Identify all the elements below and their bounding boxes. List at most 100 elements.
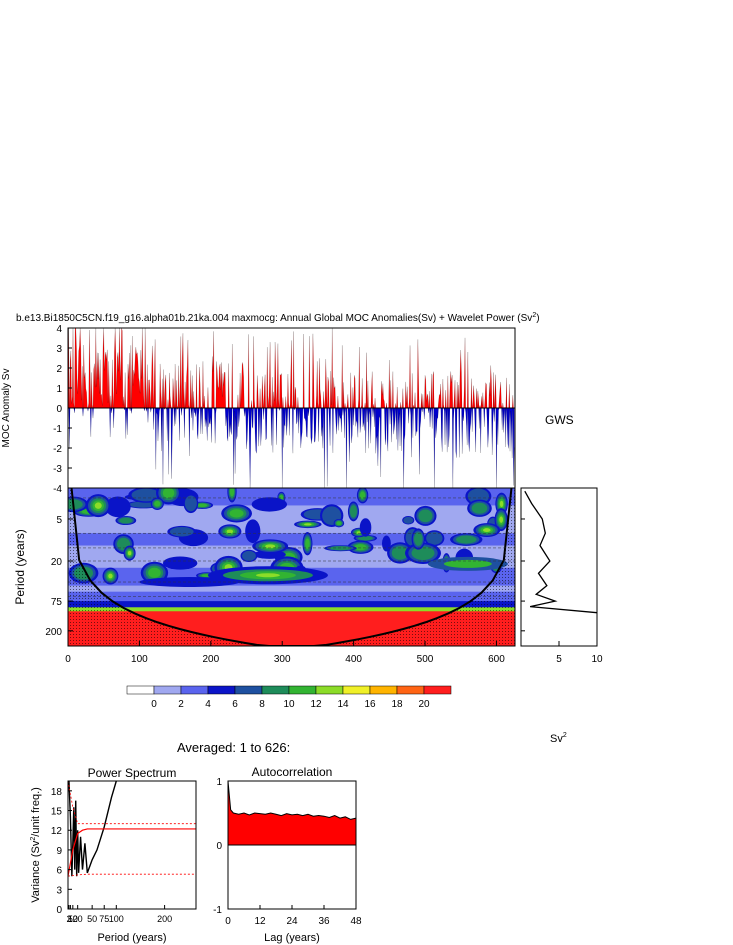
moc-ytick-label: 4 <box>56 324 62 335</box>
ps-xtick-label: 2 <box>66 914 71 924</box>
wavelet-power-blob <box>336 521 342 526</box>
ps-xtick-label: 5 <box>68 914 73 924</box>
wavelet-power-blob <box>411 546 435 561</box>
ps-xtick-label: 100 <box>109 914 124 924</box>
wavelet-power-panel: 5 20 75 200 0 100 200 300 400 500 600 <box>45 487 516 665</box>
power-spectrum-xlabel: Period (years) <box>97 932 166 944</box>
ac-ytick-label: 1 <box>216 777 222 788</box>
colorbar-label: 14 <box>337 699 349 710</box>
ps-ytick-label: 6 <box>56 866 62 877</box>
wavelet-power-blob <box>229 488 235 497</box>
wavelet-ytick-label: 200 <box>45 627 62 638</box>
wavelet-power-blob <box>403 516 414 524</box>
wavelet-power-blob <box>148 567 161 578</box>
moc-ytick-label: 3 <box>56 344 62 355</box>
colorbar-label: 18 <box>391 699 403 710</box>
wavelet-power-blob <box>359 518 372 537</box>
ac-xtick-label: 0 <box>225 916 231 927</box>
significance-line <box>68 873 196 877</box>
wavelet-power-blob <box>242 550 256 561</box>
colorbar-label: 10 <box>283 699 295 710</box>
ps-ytick-label: 12 <box>51 826 63 837</box>
wavelet-ylabel: Period (years) <box>13 529 27 604</box>
ac-ytick-label: -1 <box>213 905 222 916</box>
wavelet-xtick-label: 0 <box>65 654 71 665</box>
moc-ytick-label: -4 <box>53 484 62 495</box>
ps-ytick-label: 3 <box>56 885 62 896</box>
wavelet-power-blob <box>391 546 409 560</box>
wavelet-xtick-label: 300 <box>274 654 291 665</box>
colorbar-cell <box>423 685 452 695</box>
ps-xtick-label: 200 <box>157 914 172 924</box>
moc-anomaly-panel: 4 3 2 1 0 -1 -2 -3 -4 <box>53 324 516 495</box>
wavelet-power-blob <box>443 559 492 568</box>
cone-of-influence <box>70 488 513 646</box>
ac-xtick-label: 12 <box>254 916 266 927</box>
wavelet-power-blob <box>483 528 491 533</box>
autocorrelation-line <box>227 780 357 820</box>
gws-frame <box>520 487 598 647</box>
wavelet-power-blob <box>154 500 161 507</box>
wavelet-power-blob <box>354 544 367 551</box>
wavelet-power-blob <box>105 496 131 518</box>
colorbar-label: 4 <box>205 699 211 710</box>
gws-xtick-label: 5 <box>556 654 562 665</box>
wavelet-power-blob <box>108 573 113 579</box>
wavelet-power-blob <box>414 532 423 546</box>
ps-xtick-label: 10 <box>68 914 78 924</box>
colorbar-label: 8 <box>259 699 265 710</box>
wavelet-xtick-label: 100 <box>131 654 148 665</box>
ps-ytick-label: 0 <box>56 905 62 916</box>
autocorrelation-panel: 10-10 12 24 36 48 <box>213 777 362 927</box>
colorbar-cell <box>180 685 209 695</box>
colorbar-cell <box>315 685 344 695</box>
gws-xtick-label: 10 <box>591 654 603 665</box>
wavelet-power-blob <box>162 556 198 570</box>
wavelet-power-blob <box>305 538 310 550</box>
colorbar-label: 12 <box>310 699 322 710</box>
power-spectrum-ylabel: Variance (Sv2/unit freq.) <box>30 787 42 903</box>
wavelet-power-blob <box>455 535 477 544</box>
wavelet-power-blob <box>381 535 391 552</box>
gws-panel: 5 10 <box>520 487 603 665</box>
wavelet-power-blob <box>499 500 504 508</box>
wavelet-band <box>68 601 515 609</box>
moc-ylabel: MOC Anomaly Sv <box>1 369 12 448</box>
colorbar-cell <box>126 685 155 695</box>
wavelet-power-blob <box>329 546 351 551</box>
moc-ytick-label: -3 <box>53 464 62 475</box>
colorbar-label: 16 <box>364 699 376 710</box>
wavelet-band <box>68 591 515 602</box>
wavelet-power-blob <box>265 544 276 549</box>
ps-xtick-label: 20 <box>73 914 83 924</box>
wavelet-power-blob <box>94 502 102 509</box>
moc-ytick-label: 0 <box>56 404 62 415</box>
colorbar-cell <box>369 685 398 695</box>
power-spectrum-line <box>68 781 117 877</box>
moc-ytick-label: -2 <box>53 444 62 455</box>
colorbar-label: 0 <box>151 699 157 710</box>
averaged-label: Averaged: 1 to 626: <box>177 740 290 755</box>
colorbar-cell <box>396 685 425 695</box>
wavelet-power-blob <box>119 517 133 524</box>
wavelet-xtick-label: 500 <box>417 654 434 665</box>
wavelet-xtick-label: 400 <box>345 654 362 665</box>
colorbar-label: 6 <box>232 699 238 710</box>
autocorrelation-xlabel: Lag (years) <box>264 932 320 944</box>
colorbar-cell <box>207 685 236 695</box>
gws-title: GWS <box>545 413 574 427</box>
wavelet-power-blob <box>226 529 234 534</box>
ac-xtick-label: 48 <box>350 916 362 927</box>
colorbar: 0 2 4 6 8 10 12 14 16 18 20 <box>126 685 452 710</box>
wavelet-power-blob <box>255 573 280 578</box>
colorbar-cell <box>261 685 290 695</box>
colorbar-cell <box>153 685 182 695</box>
moc-ytick-label: 1 <box>56 384 62 395</box>
power-spectrum-frame <box>67 780 197 910</box>
moc-ytick-label: 2 <box>56 364 62 375</box>
wavelet-power-blob <box>129 501 158 508</box>
wavelet-power-blob <box>303 523 312 526</box>
wavelet-ytick-label: 5 <box>56 515 62 526</box>
ac-xtick-label: 24 <box>286 916 298 927</box>
